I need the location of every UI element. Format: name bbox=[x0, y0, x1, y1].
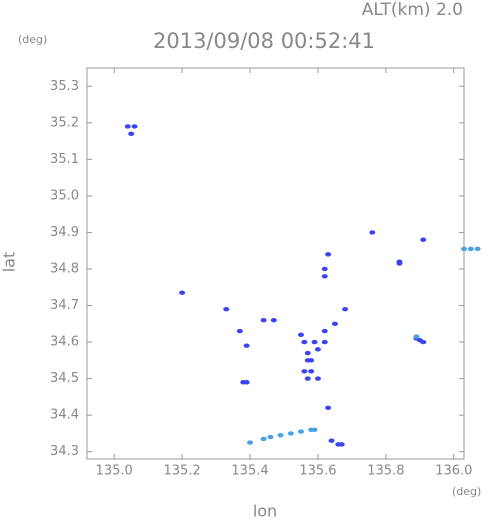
y-tick-label: 34.3 bbox=[50, 444, 79, 459]
echo-point bbox=[461, 246, 467, 252]
echo-point bbox=[236, 328, 243, 334]
y-tick-label: 34.8 bbox=[50, 261, 79, 276]
echo-point bbox=[270, 317, 277, 323]
y-tick-label: 35.3 bbox=[50, 79, 79, 94]
echo-point bbox=[297, 429, 304, 434]
x-unit: (deg) bbox=[452, 485, 481, 498]
echo-point bbox=[128, 131, 135, 136]
echo-point bbox=[467, 246, 474, 252]
echo-point bbox=[304, 350, 311, 356]
y-axis-label: lat bbox=[0, 252, 19, 273]
x-tick-label: 135.2 bbox=[163, 464, 200, 479]
echo-point bbox=[321, 339, 328, 345]
echo-point bbox=[131, 124, 138, 129]
x-tick-label: 136.0 bbox=[435, 464, 472, 479]
echo-point bbox=[301, 369, 308, 374]
x-tick-label: 135.0 bbox=[96, 464, 133, 479]
echo-point bbox=[314, 376, 321, 381]
altitude-label: ALT(km) 2.0 bbox=[362, 0, 463, 20]
echo-point bbox=[331, 321, 338, 326]
echo-point bbox=[369, 230, 376, 235]
echo-point bbox=[297, 332, 304, 337]
echo-point bbox=[321, 266, 328, 272]
echo-point bbox=[179, 290, 186, 295]
y-tick-label: 35.0 bbox=[50, 188, 79, 203]
y-tick-label: 34.7 bbox=[50, 298, 79, 313]
echo-point bbox=[321, 274, 328, 279]
x-tick-label: 135.4 bbox=[231, 464, 268, 479]
y-tick-label: 34.6 bbox=[50, 335, 79, 350]
echo-point bbox=[420, 237, 427, 242]
echo-point bbox=[396, 261, 403, 266]
echo-point bbox=[277, 433, 284, 438]
echo-point bbox=[314, 347, 321, 352]
echo-point bbox=[311, 427, 318, 432]
echo-point bbox=[325, 252, 332, 257]
echo-point bbox=[420, 339, 427, 345]
echo-point bbox=[321, 328, 328, 334]
echo-point bbox=[124, 124, 131, 129]
y-tick-label: 35.2 bbox=[50, 115, 79, 130]
echo-point bbox=[474, 246, 481, 252]
y-tick-label: 34.4 bbox=[50, 408, 79, 423]
y-unit: (deg) bbox=[18, 33, 47, 46]
echo-point bbox=[342, 306, 349, 312]
echo-point bbox=[267, 434, 274, 440]
echo-point bbox=[287, 431, 294, 436]
chart-title: 2013/09/08 00:52:41 bbox=[153, 29, 375, 53]
y-tick-label: 34.5 bbox=[50, 371, 79, 386]
echo-point bbox=[260, 317, 267, 323]
y-tick-label: 34.9 bbox=[50, 225, 79, 240]
echo-point bbox=[260, 436, 267, 442]
x-tick-label: 135.6 bbox=[299, 464, 336, 479]
plot-frame bbox=[86, 67, 465, 460]
echo-point bbox=[311, 339, 318, 345]
echo-point bbox=[247, 440, 254, 445]
echo-point bbox=[308, 369, 315, 374]
x-axis-label: lon bbox=[253, 502, 277, 521]
echo-point bbox=[223, 306, 230, 312]
echo-point bbox=[338, 442, 345, 447]
echo-point bbox=[304, 358, 311, 363]
echo-point bbox=[301, 339, 308, 345]
echo-point bbox=[328, 438, 335, 443]
echo-point bbox=[413, 334, 420, 339]
y-tick-label: 35.1 bbox=[50, 152, 79, 167]
echo-point bbox=[243, 380, 250, 385]
echo-point bbox=[243, 343, 250, 348]
x-tick-label: 135.8 bbox=[367, 464, 404, 479]
echo-point bbox=[304, 376, 311, 381]
echo-point bbox=[325, 405, 332, 411]
